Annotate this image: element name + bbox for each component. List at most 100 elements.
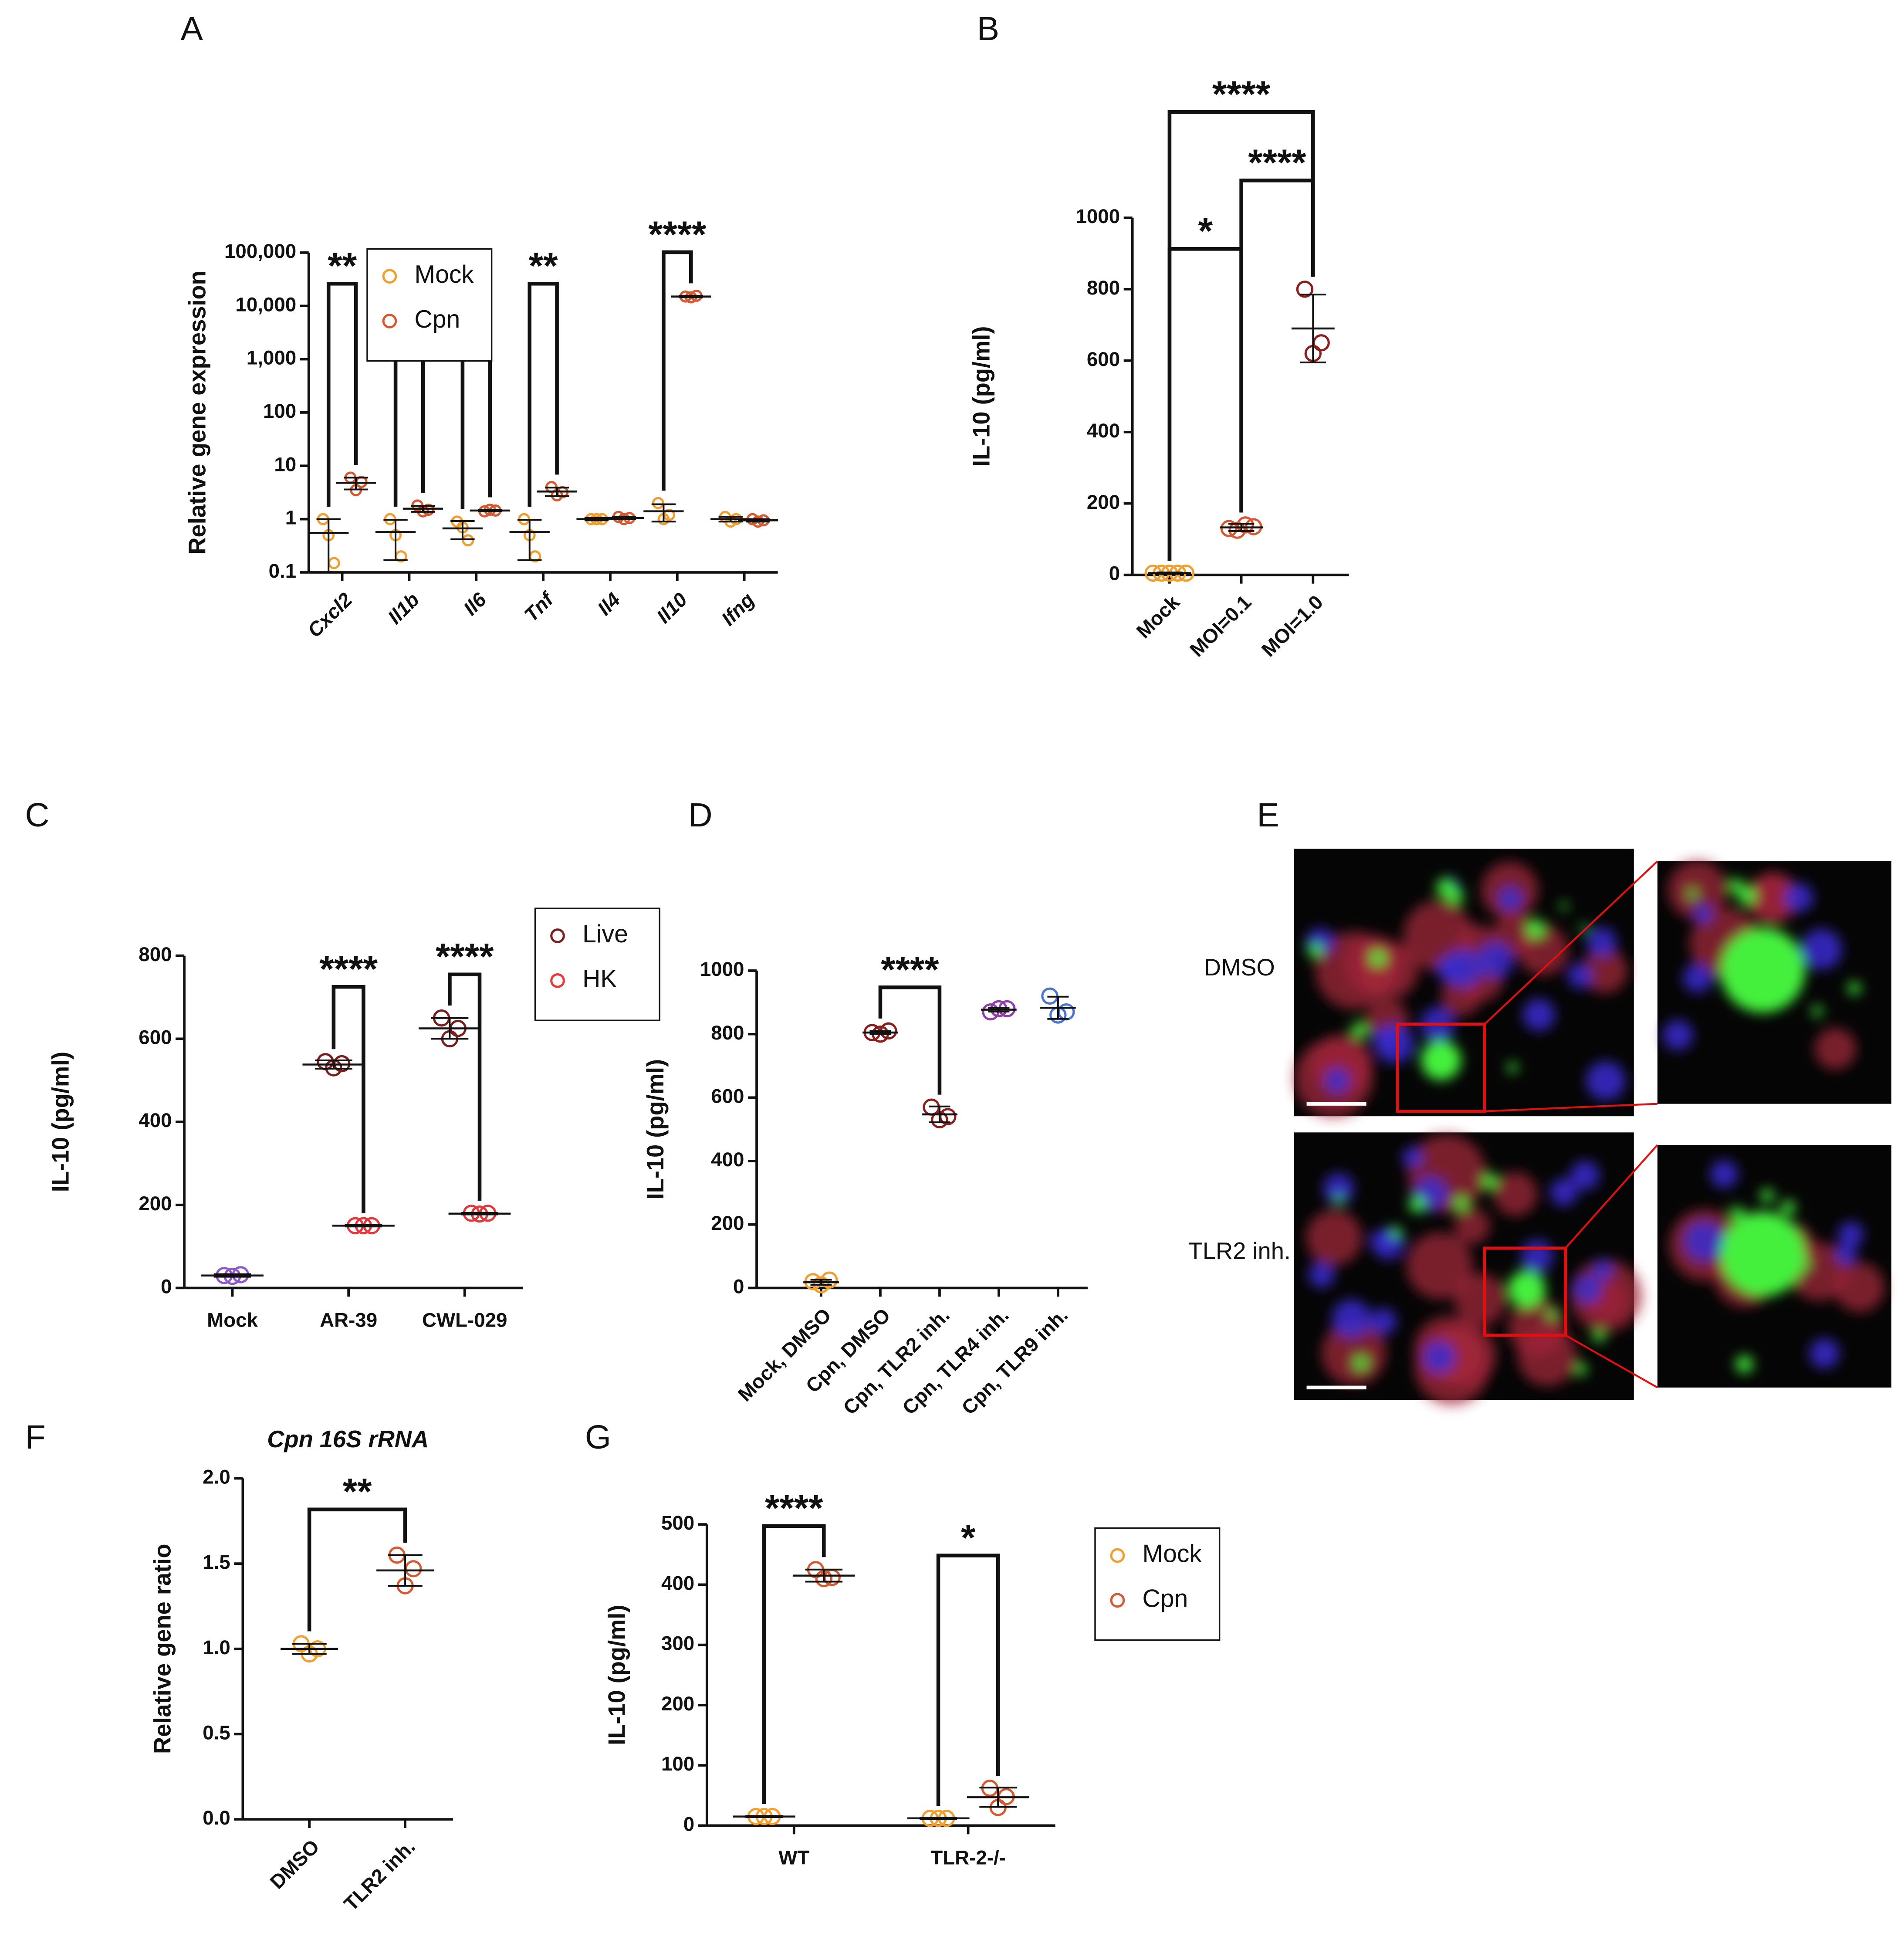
error-bar bbox=[345, 1224, 382, 1228]
micrograph bbox=[1657, 860, 1892, 1104]
inclusion bbox=[1730, 1206, 1744, 1221]
error-bar bbox=[1300, 294, 1326, 363]
y-tick-label: 1 bbox=[285, 507, 296, 529]
nucleus bbox=[1586, 1061, 1625, 1100]
y-tick-label: 0 bbox=[161, 1275, 172, 1297]
legend-marker bbox=[550, 973, 565, 988]
y-tick-label: 200 bbox=[139, 1192, 172, 1215]
inclusion bbox=[1351, 1022, 1368, 1039]
y-axis-label: IL-10 (pg/ml) bbox=[603, 1605, 630, 1745]
cells bbox=[1669, 1160, 1884, 1373]
legend-box bbox=[366, 248, 493, 362]
significance-bracket bbox=[1167, 247, 1243, 561]
cell bbox=[1668, 860, 1727, 920]
row-label: TLR2 inh. bbox=[1188, 1238, 1291, 1264]
error-bar bbox=[1047, 995, 1069, 1020]
y-tick-label: 800 bbox=[711, 1022, 744, 1044]
inclusion bbox=[1728, 878, 1744, 894]
inclusion bbox=[1307, 943, 1322, 958]
x-tick-label: MOI=0.1 bbox=[1186, 591, 1256, 661]
error-bar bbox=[651, 503, 676, 523]
significance-bracket bbox=[528, 281, 559, 507]
legend-label: Mock bbox=[415, 261, 474, 288]
y-tick-label: 400 bbox=[1087, 420, 1120, 442]
legend-marker bbox=[382, 269, 397, 284]
inclusion bbox=[1720, 928, 1805, 1013]
nucleus bbox=[1477, 941, 1514, 978]
nucleus bbox=[1801, 928, 1842, 970]
y-tick-label: 600 bbox=[711, 1085, 744, 1107]
data-point bbox=[1237, 516, 1254, 534]
significance-label: ** bbox=[529, 245, 558, 287]
y-tick-label: 0 bbox=[1109, 562, 1120, 585]
x-tick-label: WT bbox=[778, 1847, 809, 1869]
nucleus bbox=[1522, 999, 1555, 1031]
x-tick-label: Il6 bbox=[459, 588, 490, 620]
micrograph bbox=[1657, 1144, 1892, 1388]
error-bar bbox=[316, 518, 341, 573]
error-bar bbox=[805, 1568, 843, 1583]
y-tick-label: 1000 bbox=[700, 958, 744, 980]
y-tick-label: 800 bbox=[1087, 277, 1120, 299]
nucleus bbox=[1402, 1147, 1424, 1168]
y-tick-label: 0 bbox=[683, 1813, 694, 1835]
error-bar bbox=[213, 1273, 251, 1278]
significance-bracket bbox=[326, 281, 358, 507]
y-tick-label: 1.5 bbox=[203, 1551, 230, 1573]
y-tick-label: 600 bbox=[1087, 348, 1120, 370]
zoom-line bbox=[1565, 1144, 1658, 1249]
data-point bbox=[405, 1560, 422, 1578]
y-tick-label: 10 bbox=[274, 453, 296, 475]
error-bar bbox=[1157, 571, 1183, 575]
x-tick-label: Mock bbox=[1132, 591, 1184, 643]
nucleus bbox=[1835, 1243, 1857, 1265]
error-bar bbox=[461, 1212, 498, 1215]
nucleus bbox=[1586, 927, 1617, 957]
inclusion bbox=[1780, 1200, 1796, 1215]
legend-marker bbox=[1110, 1548, 1125, 1563]
data-point bbox=[462, 534, 474, 547]
inclusion bbox=[1735, 1355, 1753, 1373]
significance-label: * bbox=[961, 1517, 976, 1559]
x-tick-label: Il10 bbox=[653, 589, 692, 628]
error-bar bbox=[544, 487, 569, 497]
x-tick-label: Mock bbox=[207, 1309, 258, 1331]
inclusion bbox=[1421, 1040, 1461, 1080]
significance-label: ** bbox=[328, 245, 357, 287]
cell bbox=[1322, 1320, 1387, 1385]
significance-bracket bbox=[878, 985, 942, 1095]
y-axis-label: IL-10 (pg/ml) bbox=[47, 1052, 74, 1192]
inclusion bbox=[1409, 1196, 1426, 1213]
x-tick-label: Cpn, TLR9 inh. bbox=[957, 1304, 1072, 1419]
nucleus bbox=[1809, 1338, 1840, 1368]
error-bar bbox=[869, 1030, 891, 1035]
y-tick-label: 400 bbox=[661, 1572, 694, 1594]
micrograph bbox=[1294, 1132, 1642, 1405]
nucleus bbox=[1683, 963, 1712, 993]
nucleus bbox=[1370, 1230, 1391, 1251]
x-tick-label: Cpn, TLR4 inh. bbox=[898, 1304, 1013, 1419]
cell bbox=[1454, 1208, 1490, 1244]
error-bar bbox=[718, 516, 743, 523]
y-tick-label: 400 bbox=[711, 1148, 744, 1171]
y-axis-label: Relative gene expression bbox=[184, 271, 211, 554]
significance-bracket bbox=[331, 985, 365, 1213]
nucleus bbox=[1422, 1341, 1455, 1374]
inclusion bbox=[1353, 1355, 1369, 1371]
y-axis-label: IL-10 (pg/ml) bbox=[968, 326, 994, 467]
cell bbox=[1814, 1028, 1856, 1070]
significance-bracket bbox=[1239, 178, 1315, 513]
legend-box bbox=[1094, 1527, 1221, 1641]
y-tick-label: 1.0 bbox=[203, 1636, 230, 1659]
inset-box bbox=[1483, 1246, 1567, 1337]
y-tick-label: 1000 bbox=[1075, 205, 1120, 227]
inclusion bbox=[1546, 1308, 1557, 1320]
cell bbox=[1306, 1209, 1362, 1266]
x-tick-label: Tnf bbox=[520, 587, 559, 626]
inclusion bbox=[1526, 919, 1546, 939]
cell bbox=[1582, 948, 1628, 993]
inclusion bbox=[1688, 889, 1698, 899]
nucleus bbox=[1308, 1261, 1335, 1288]
error-bar bbox=[745, 1815, 783, 1818]
